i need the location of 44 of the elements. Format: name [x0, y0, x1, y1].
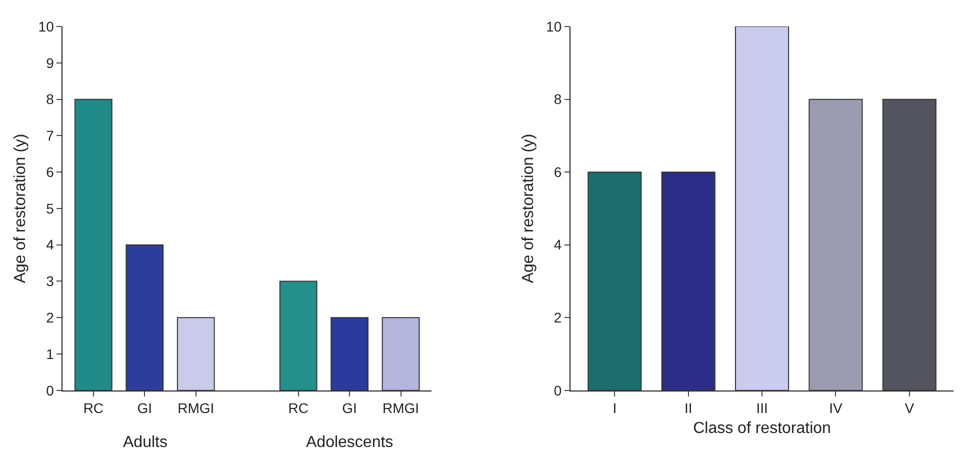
x-tick-label: III	[756, 400, 768, 416]
y-tick-label: 4	[554, 236, 562, 253]
y-tick-label: 10	[546, 18, 562, 34]
y-axis-title: Age of restoration (y)	[520, 134, 537, 284]
y-tick-label: 3	[46, 273, 54, 290]
bar	[808, 98, 863, 390]
bar	[382, 317, 420, 390]
text: Adults	[123, 434, 168, 451]
y-tick-label: 5	[46, 200, 54, 216]
x-tick-label: V	[904, 400, 915, 416]
bar	[735, 26, 790, 390]
y-tick-label: 8	[46, 91, 54, 108]
y-tick-label: 9	[46, 54, 54, 71]
x-tick-label: RMGI	[178, 400, 214, 416]
y-tick-label: 0	[554, 382, 562, 398]
bar	[279, 280, 318, 390]
x-tick-label: GI	[137, 400, 152, 416]
y-tick-label: 4	[46, 236, 54, 253]
bar	[661, 172, 716, 390]
y-tick-label: 10	[38, 18, 54, 34]
y-tick-label: 8	[554, 91, 562, 108]
y-tick-label: 6	[46, 164, 54, 180]
y-tick-label: 1	[46, 346, 54, 362]
y-tick-label: 7	[46, 128, 54, 144]
bar	[588, 172, 642, 390]
y-tick-label: 0	[46, 382, 54, 398]
y-tick-label: 6	[554, 164, 562, 180]
x-tick-label: I	[612, 400, 617, 416]
x-tick-label: IV	[829, 400, 843, 416]
bar	[176, 317, 215, 390]
x-axis-title: Class of restoration	[693, 420, 831, 437]
y-tick-label: 2	[554, 310, 562, 326]
bar	[330, 317, 368, 390]
x-tick-label: RMGI	[382, 400, 420, 416]
bar	[882, 98, 936, 390]
x-tick-label: GI	[342, 400, 357, 416]
y-axis-title: Age of restoration (y)	[12, 134, 30, 284]
bar	[126, 244, 164, 390]
x-tick-label: II	[684, 400, 692, 416]
x-tick-label: RC	[288, 400, 308, 416]
bar	[74, 98, 112, 390]
x-tick-label: RC	[83, 400, 104, 416]
text: Adolescents	[306, 434, 394, 451]
y-tick-label: 2	[46, 310, 54, 326]
